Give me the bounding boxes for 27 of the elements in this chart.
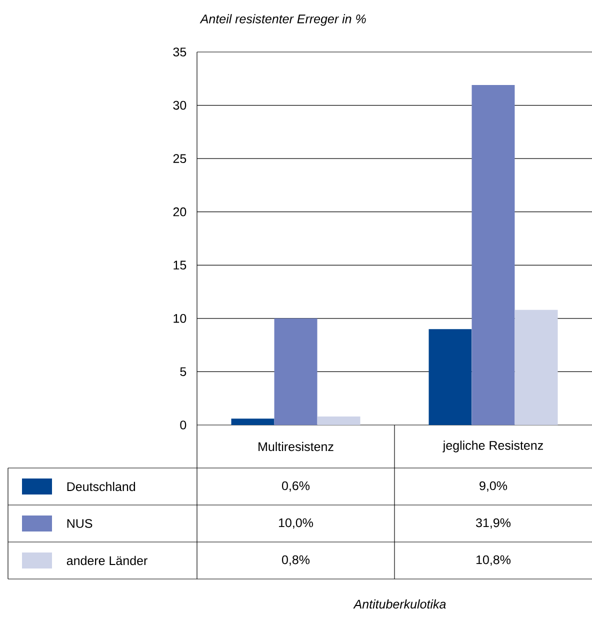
- legend-label: Deutschland: [67, 482, 136, 492]
- data-label: 31,9%: [476, 518, 511, 529]
- x-tick-label: jegliche Resistenz: [442, 440, 543, 452]
- data-label: 10,8%: [476, 555, 511, 566]
- legend-label: NUS: [67, 519, 92, 528]
- y-tick-label: 15: [174, 260, 186, 270]
- data-label: 10,0%: [278, 518, 314, 529]
- y-tick-label: 5: [180, 367, 186, 376]
- bar: [428, 329, 472, 425]
- x-tick-label: Multiresistenz: [258, 442, 334, 452]
- y-tick-label: 25: [173, 154, 186, 163]
- bar: [472, 85, 515, 425]
- y-tick-label: 35: [173, 48, 186, 56]
- data-label: 0,6%: [282, 481, 310, 492]
- data-label: 0,8%: [282, 555, 310, 566]
- legend-label: andere Länder: [66, 556, 148, 566]
- bar: [514, 310, 558, 425]
- y-tick-label: 10: [174, 314, 186, 323]
- bar: [274, 318, 318, 425]
- y-axis-title: Anteil resistenter Erreger in %: [200, 14, 366, 26]
- y-tick-label: 30: [173, 100, 186, 110]
- y-tick-label: 20: [173, 207, 186, 216]
- data-label: 9,0%: [480, 481, 508, 492]
- bar: [317, 416, 360, 425]
- text: Antituberkulotika: [353, 599, 446, 609]
- y-tick-label: 0: [180, 420, 186, 430]
- bar: [231, 418, 274, 425]
